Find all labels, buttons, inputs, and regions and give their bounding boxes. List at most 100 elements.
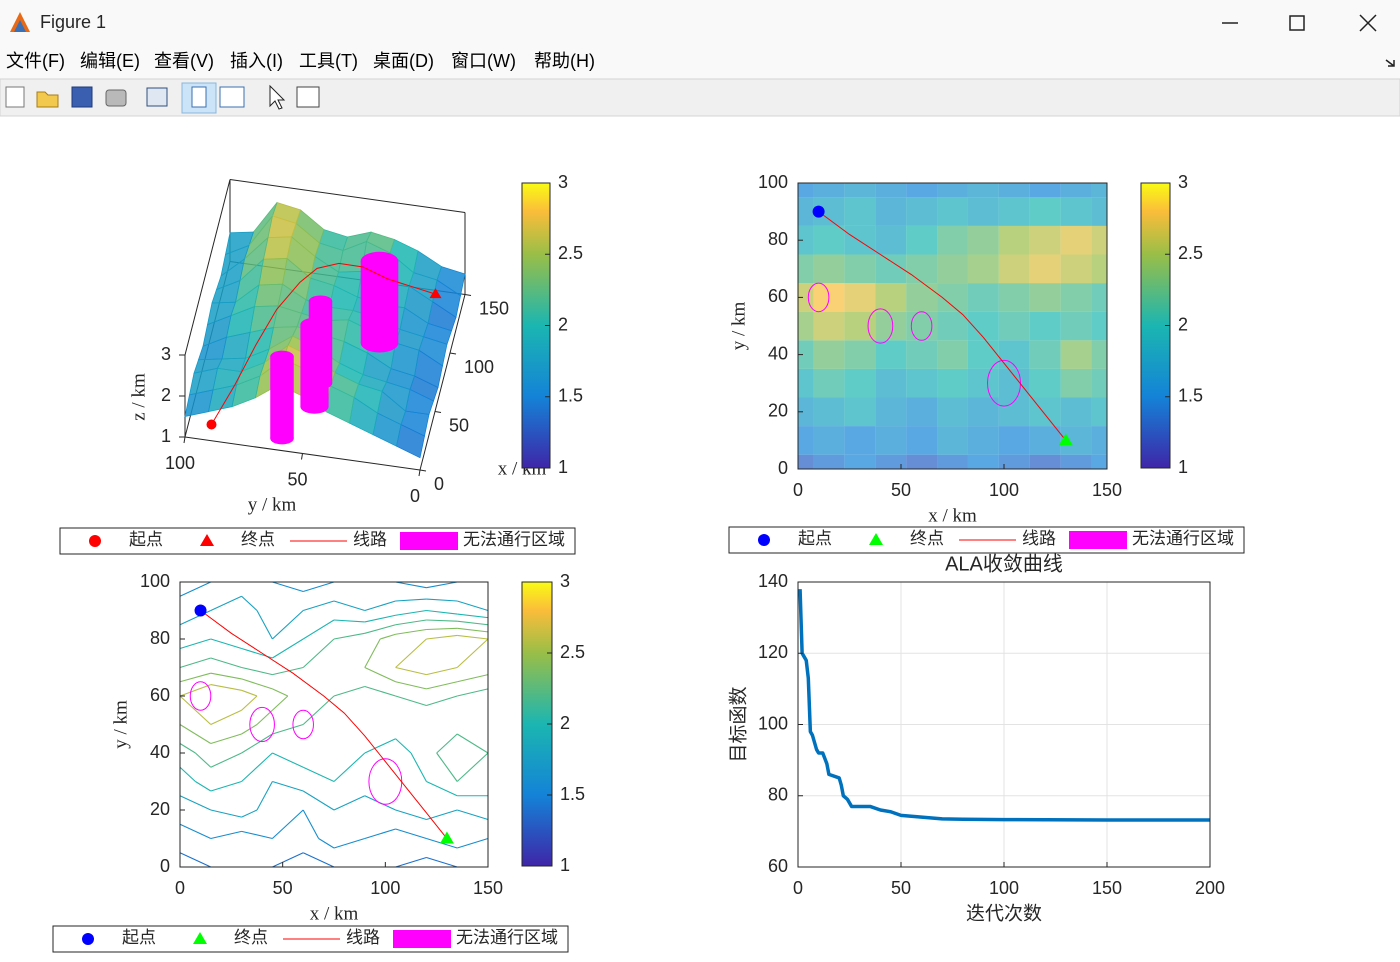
open-icon[interactable] xyxy=(36,91,59,108)
axes-edge xyxy=(419,294,466,471)
start-point xyxy=(194,604,207,617)
contour-segment xyxy=(395,681,427,690)
heat-cell xyxy=(844,340,876,369)
legend-label: 无法通行区域 xyxy=(1132,529,1234,548)
heat-cell xyxy=(875,197,907,226)
contour-segment xyxy=(303,581,335,593)
y-tick-label: 0 xyxy=(160,856,170,876)
heat-cell xyxy=(798,340,814,369)
contour-segment xyxy=(426,627,458,631)
obstacle xyxy=(807,282,830,313)
contour-segment xyxy=(272,695,289,711)
heat-cell xyxy=(998,426,1030,455)
close-button[interactable] xyxy=(1359,14,1377,32)
save-icon[interactable] xyxy=(71,86,93,108)
x-tick-label: 50 xyxy=(449,415,469,435)
heat-cell xyxy=(1029,254,1061,284)
z-tick-label: 3 xyxy=(161,344,171,364)
y-tick-label: 100 xyxy=(140,571,170,591)
contour-segment xyxy=(241,752,273,782)
contour-segment xyxy=(395,856,427,868)
contour-segment xyxy=(457,674,489,683)
maximize-button[interactable] xyxy=(1289,15,1305,31)
heat-cell xyxy=(967,340,999,369)
pointer-icon[interactable] xyxy=(269,84,286,110)
obstacle xyxy=(249,706,275,743)
heat-cell xyxy=(1091,340,1107,369)
z-tick-label: 1 xyxy=(161,426,171,446)
contour-segment xyxy=(426,634,458,640)
legend-obstacle-patch xyxy=(393,930,451,948)
contour-segment xyxy=(195,752,212,768)
contour-segment xyxy=(395,598,427,602)
contour-segment xyxy=(436,752,458,782)
menu-item[interactable]: 窗口(W) xyxy=(451,51,516,71)
heat-cell xyxy=(906,183,938,198)
legend-label: 终点 xyxy=(241,530,275,549)
menu-item[interactable]: 桌面(D) xyxy=(373,51,434,71)
x-tick-label: 150 xyxy=(1092,480,1122,500)
window-title: Figure 1 xyxy=(40,12,106,32)
legend-end-marker xyxy=(193,932,207,944)
new-icon[interactable] xyxy=(5,86,25,108)
menu-item[interactable]: 插入(I) xyxy=(230,51,283,71)
heat-cell xyxy=(967,197,999,226)
heat-cell xyxy=(967,254,999,284)
heat-cell xyxy=(1091,454,1107,469)
contour-segment xyxy=(302,766,335,782)
heat-cell xyxy=(1060,225,1092,255)
contour-segment xyxy=(272,610,304,640)
y-tick-label: 20 xyxy=(768,401,788,421)
heat-cell xyxy=(998,254,1030,284)
heat-cell xyxy=(798,197,814,226)
colorbar-tick-label: 2.5 xyxy=(1178,243,1203,263)
colorbar-tick-label: 1 xyxy=(558,457,568,477)
heat-cell xyxy=(875,225,907,255)
print-icon[interactable] xyxy=(105,89,127,107)
contour-segment xyxy=(395,809,427,821)
property-icon[interactable] xyxy=(296,86,320,108)
contour-segment xyxy=(241,724,258,735)
link-icon[interactable] xyxy=(146,87,168,107)
contour-segment xyxy=(364,828,396,840)
legend-label: 起点 xyxy=(122,928,156,947)
contour-segment xyxy=(333,837,365,849)
tick-mark xyxy=(301,453,303,460)
toolbar-icons xyxy=(5,82,320,114)
obstacle xyxy=(292,709,314,740)
start-point xyxy=(812,205,825,218)
menu-item[interactable]: 编辑(E) xyxy=(80,51,140,71)
heat-cell xyxy=(1029,183,1061,198)
x-tick-label: 0 xyxy=(434,474,444,494)
surface-patch xyxy=(184,389,214,418)
heat-cell xyxy=(967,397,999,427)
heat-cell xyxy=(798,454,814,469)
colorbar-tick-label: 1 xyxy=(1178,457,1188,477)
colorbar-tick-label: 3 xyxy=(560,571,570,591)
contour-segment xyxy=(303,600,335,612)
contour-segment xyxy=(333,752,366,782)
legend-label: 线路 xyxy=(1022,529,1056,548)
heat-cell xyxy=(844,197,876,226)
axes-edge xyxy=(229,179,466,213)
heat-cell xyxy=(875,426,907,455)
dock-arrow[interactable] xyxy=(1385,59,1395,67)
tick-mark xyxy=(418,469,421,477)
legend-icon[interactable] xyxy=(219,86,245,108)
heat-cell xyxy=(875,397,907,427)
contour-segment xyxy=(395,619,427,626)
menu-item[interactable]: 查看(V) xyxy=(154,51,214,71)
menu-item[interactable]: 帮助(H) xyxy=(534,51,595,71)
y-tick-label: 100 xyxy=(758,713,788,733)
heat-cell xyxy=(875,368,907,398)
legend-obstacle-patch xyxy=(400,532,458,550)
heat-cell xyxy=(798,426,814,455)
contour-segment xyxy=(395,638,427,668)
menu-item[interactable]: 文件(F) xyxy=(6,51,65,71)
heat-cell xyxy=(1091,183,1107,198)
colorbar-tick-label: 1.5 xyxy=(560,784,585,804)
x-tick-label: 100 xyxy=(989,480,1019,500)
heat-cell xyxy=(906,454,938,469)
menu-item[interactable]: 工具(T) xyxy=(299,51,358,71)
contour-segment xyxy=(457,809,489,821)
